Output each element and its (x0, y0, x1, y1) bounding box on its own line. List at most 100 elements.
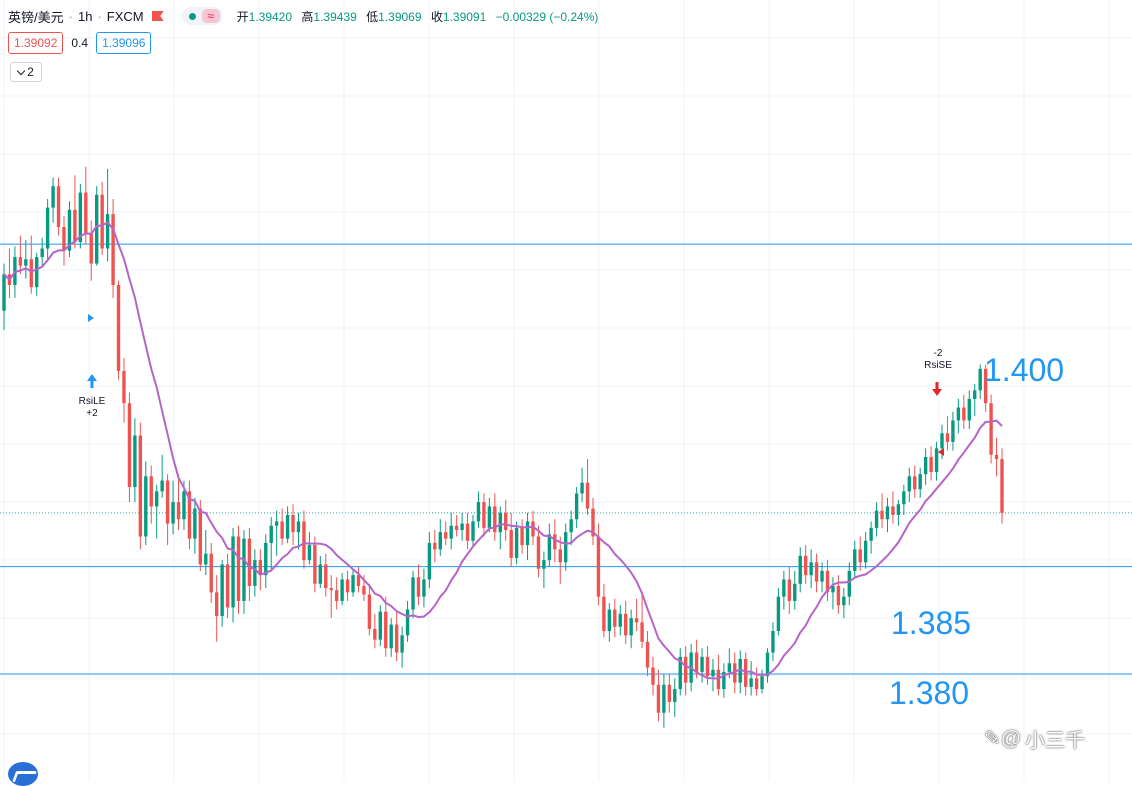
candle-body (291, 514, 295, 533)
candle-body (754, 678, 759, 690)
exchange-label: FXCM (106, 8, 144, 24)
candle-body (863, 540, 868, 563)
candle-body (531, 521, 535, 537)
candle-body (105, 214, 110, 249)
candle-body (749, 678, 753, 687)
candle-body (967, 398, 971, 421)
candle-body (35, 257, 39, 288)
candle-body (449, 525, 453, 539)
candle-body (973, 390, 977, 399)
candle-body (673, 689, 677, 702)
candle-body (694, 652, 699, 672)
candle-body (438, 532, 442, 550)
candle-body (700, 656, 704, 672)
candle-body (165, 480, 170, 524)
candle-body (274, 521, 279, 526)
candle-body (24, 259, 28, 266)
candle-body (602, 596, 606, 632)
candle-body (727, 663, 732, 672)
candle-body (896, 504, 901, 515)
candle-body (182, 491, 186, 520)
candle-body (684, 656, 688, 683)
candle-body (645, 641, 650, 668)
candle-body (100, 194, 104, 249)
candle-body (280, 521, 284, 539)
separator-dot: · (68, 8, 73, 24)
symbol-name[interactable]: 英镑/美元 (8, 9, 64, 25)
candle-body (187, 491, 192, 539)
candle-body (384, 611, 388, 649)
candle-body (814, 562, 819, 582)
long-position-marker-icon (88, 314, 94, 322)
collapse-indicators-button[interactable]: 2 (10, 62, 42, 82)
candle-body (624, 613, 628, 636)
candle-body (13, 257, 17, 286)
candle-body (225, 564, 230, 608)
candle-body (138, 435, 143, 537)
candle-body (258, 560, 263, 576)
bid-price-button[interactable]: 1.39092 (8, 32, 64, 54)
candle-body (809, 562, 813, 576)
candle-body (253, 560, 257, 586)
candle-body (951, 420, 955, 442)
candle-body (983, 368, 988, 404)
long-signal-qty: +2 (86, 408, 98, 419)
candle-body (405, 609, 410, 636)
candle-body (411, 577, 415, 610)
long-signal-label: RsiLE +2 (78, 396, 106, 420)
market-status-pill[interactable]: ≈ (181, 7, 223, 25)
close-label: 收 (430, 9, 443, 24)
candle-body (345, 579, 350, 593)
candle-body (613, 609, 617, 627)
tradingview-logo-icon[interactable] (8, 762, 38, 786)
close-value: 1.39091 (442, 9, 487, 24)
short-signal-qty: -2 (933, 348, 943, 359)
candle-body (487, 506, 492, 528)
candlestick-series (2, 166, 1004, 728)
candle-body (111, 214, 115, 286)
candle-body (923, 456, 928, 475)
candle-body (231, 536, 235, 608)
candle-body (73, 209, 77, 243)
symbol-legend[interactable]: 英镑/美元 · 1h · FXCM ≈ 开1.39420 高1.39439 低1… (8, 6, 598, 26)
candle-body (771, 631, 775, 653)
candle-body (356, 575, 361, 586)
candle-body (558, 549, 562, 563)
candle-body (285, 514, 290, 539)
candle-body (498, 512, 502, 533)
candle-body (89, 233, 93, 264)
candle-body (67, 209, 72, 251)
signal-markers (87, 314, 944, 456)
spread-value: 0.4 (71, 36, 89, 50)
candle-body (711, 669, 715, 677)
short-entry-arrow-icon (932, 382, 942, 396)
candle-body (520, 527, 524, 546)
candle-body (149, 476, 153, 507)
red-flag-icon[interactable] (151, 11, 164, 21)
candle-body (362, 585, 366, 595)
long-entry-arrow-icon (87, 374, 97, 388)
candle-body (678, 656, 682, 690)
candle-body (880, 510, 884, 520)
candle-body (831, 585, 835, 593)
candle-body (340, 579, 344, 601)
candle-body (667, 684, 672, 702)
separator-dot: · (97, 8, 102, 24)
change-value: −0.00329 (−0.24%) (495, 9, 599, 24)
indicator-count: 2 (27, 65, 34, 79)
candle-body (651, 667, 655, 685)
candle-body (313, 545, 317, 584)
candle-body (193, 508, 197, 539)
candle-body (493, 506, 497, 533)
candle-body (776, 596, 781, 632)
candle-body (62, 226, 66, 251)
candle-body (220, 564, 224, 616)
chevron-down-icon (16, 66, 26, 75)
ask-price-button[interactable]: 1.39096 (96, 32, 152, 54)
candle-body (705, 656, 710, 677)
interval-label[interactable]: 1h (77, 8, 93, 24)
candle-body (940, 433, 944, 449)
candle-body (471, 521, 475, 541)
candle-body (334, 590, 339, 601)
